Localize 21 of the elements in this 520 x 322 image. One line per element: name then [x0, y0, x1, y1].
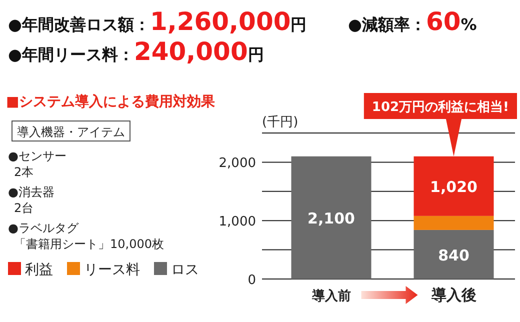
data-label: 1,020: [430, 178, 478, 196]
text: ●年間リース料：240,000円: [8, 37, 264, 66]
x-tick-label: 導入後: [430, 286, 476, 304]
text: ●年間改善ロス額：1,260,000円: [8, 7, 307, 36]
legend-label: ロス: [171, 262, 199, 278]
legend-label: リース料: [84, 262, 140, 278]
data-label: 2,100: [308, 210, 355, 228]
y-tick-label: 2,000: [218, 156, 256, 172]
text: ●減額率：60%: [348, 7, 477, 36]
y-axis-title: (千円): [262, 115, 298, 130]
text: ●センサー 2本: [8, 149, 66, 179]
y-tick-label: 1,000: [218, 214, 256, 230]
legend-label: 利益: [25, 262, 53, 278]
text: ●ラベルタグ「書籍用シート」10,000枚: [8, 221, 164, 251]
x-tick-label: 導入前: [310, 288, 351, 304]
text: ●消去器 2台: [8, 185, 54, 215]
y-tick-label: 0: [248, 273, 256, 288]
text: 導入機器・アイテム: [17, 125, 125, 139]
text: ■システム導入による費用対効果: [6, 93, 216, 110]
data-label: 840: [438, 246, 470, 264]
annotation: 102万円の利益に相当!: [372, 99, 509, 115]
